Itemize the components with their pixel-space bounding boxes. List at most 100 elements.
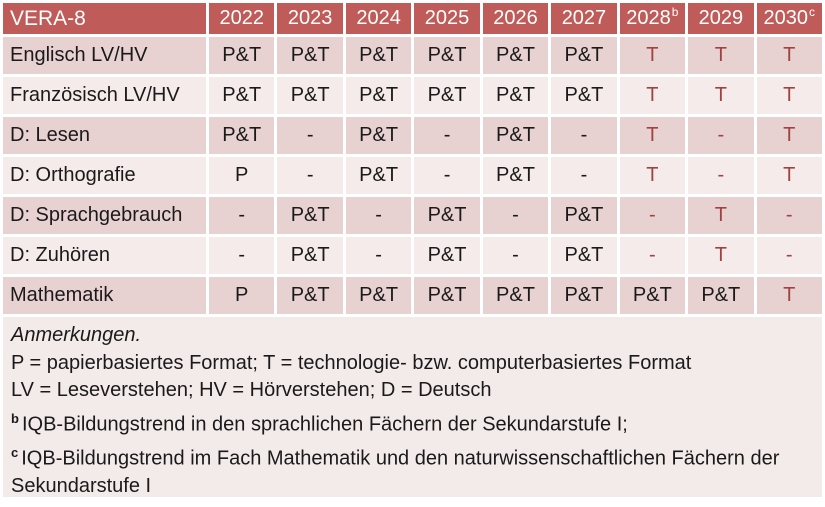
format-cell: - — [414, 157, 480, 194]
row-label: Englisch LV/HV — [3, 37, 206, 74]
format-cell: P&T — [277, 77, 343, 114]
format-cell: P&T — [209, 117, 275, 154]
format-cell: P&T — [551, 197, 617, 234]
format-cell: - — [482, 237, 549, 274]
format-cell: P&T — [345, 157, 412, 194]
year-superscript-b: b — [671, 4, 679, 19]
year-label: 2029 — [698, 7, 744, 29]
note-formats: P = papierbasiertes Format; T = technolo… — [11, 351, 692, 374]
format-cell: P&T — [482, 77, 549, 114]
format-cell: P&T — [209, 37, 275, 74]
year-label: 2027 — [561, 7, 607, 29]
format-cell: T — [756, 277, 822, 314]
format-cell: P&T — [277, 37, 343, 74]
year-label: 2025 — [424, 7, 470, 29]
format-cell: T — [619, 117, 686, 154]
format-cell: T — [688, 197, 754, 234]
format-cell: P&T — [482, 157, 549, 194]
format-cell: T — [688, 37, 754, 74]
format-cell: T — [756, 37, 822, 74]
format-cell: P&T — [345, 277, 412, 314]
format-cell: P&T — [482, 277, 549, 314]
format-cell: T — [619, 77, 686, 114]
format-cell: P&T — [688, 277, 754, 314]
format-cell: P&T — [277, 277, 343, 314]
year-label: 2026 — [493, 7, 538, 29]
year-header-2026: 2026 — [482, 3, 549, 34]
format-cell: - — [551, 117, 617, 154]
format-cell: T — [756, 117, 822, 154]
row-label: D: Orthografie — [3, 157, 206, 194]
format-cell: - — [345, 197, 412, 234]
format-cell: T — [688, 77, 754, 114]
format-cell: - — [619, 197, 686, 234]
year-label: 2028 — [626, 7, 671, 29]
row-label: D: Lesen — [3, 117, 206, 154]
year-label: 2024 — [356, 7, 401, 29]
format-cell: - — [277, 157, 343, 194]
row-label: D: Sprachgebrauch — [3, 197, 206, 234]
note-c-text: IQB-Bildungstrend im Fach Mathematik und… — [11, 447, 780, 497]
format-cell: T — [619, 157, 686, 194]
format-cell: - — [277, 117, 343, 154]
year-header-2025: 2025 — [414, 3, 480, 34]
note-b-text: IQB-Bildungstrend in den sprachlichen Fä… — [21, 413, 628, 436]
note-c-superscript: c — [11, 444, 19, 460]
year-label: 2023 — [287, 7, 333, 29]
format-cell: - — [688, 117, 754, 154]
format-cell: P&T — [482, 117, 549, 154]
format-cell: - — [551, 157, 617, 194]
format-cell: - — [756, 197, 822, 234]
year-label: 2022 — [219, 7, 264, 29]
format-cell: P&T — [345, 77, 412, 114]
format-cell: - — [414, 117, 480, 154]
format-cell: P&T — [414, 237, 480, 274]
row-label: Französisch LV/HV — [3, 77, 206, 114]
format-cell: P&T — [345, 37, 412, 74]
format-cell: - — [688, 157, 754, 194]
notes-heading: Anmerkungen. — [11, 324, 142, 346]
note-abbreviations: LV = Leseverstehen; HV = Hörverstehen; D… — [11, 379, 492, 401]
table-title-cell: VERA-8 — [3, 3, 206, 34]
row-label: Mathematik — [3, 277, 206, 314]
year-superscript-c: c — [809, 4, 816, 19]
format-cell: - — [209, 197, 275, 234]
format-cell: P&T — [414, 37, 480, 74]
format-cell: P&T — [414, 197, 480, 234]
format-cell: P&T — [482, 37, 549, 74]
year-header-2027: 2027 — [551, 3, 617, 34]
note-b-superscript: b — [11, 410, 19, 426]
notes-section: Anmerkungen. P = papierbasiertes Format;… — [3, 317, 822, 497]
format-cell: - — [209, 237, 275, 274]
format-cell: P&T — [414, 277, 480, 314]
format-cell: T — [688, 237, 754, 274]
format-cell: P&T — [619, 277, 686, 314]
format-cell: P&T — [551, 37, 617, 74]
format-cell: - — [756, 237, 822, 274]
format-cell: P&T — [551, 237, 617, 274]
format-cell: T — [619, 37, 686, 74]
format-cell: T — [756, 77, 822, 114]
year-header-2022: 2022 — [209, 3, 275, 34]
year-label: 2030 — [763, 7, 809, 29]
format-cell: P&T — [277, 237, 343, 274]
format-cell: P — [209, 157, 275, 194]
year-header-2024: 2024 — [345, 3, 412, 34]
note-b: b IQB-Bildungstrend in den sprachlichen F… — [11, 405, 812, 439]
format-cell: P&T — [345, 117, 412, 154]
format-cell: P&T — [414, 77, 480, 114]
format-cell: P — [209, 277, 275, 314]
format-cell: P&T — [551, 77, 617, 114]
format-cell: - — [482, 197, 549, 234]
format-cell: P&T — [209, 77, 275, 114]
format-cell: T — [756, 157, 822, 194]
year-header-2030: 2030 c — [756, 3, 822, 34]
year-header-2023: 2023 — [277, 3, 343, 34]
format-cell: P&T — [551, 277, 617, 314]
row-label: D: Zuhören — [3, 237, 206, 274]
format-cell: P&T — [277, 197, 343, 234]
format-cell: - — [345, 237, 412, 274]
year-header-2029: 2029 — [688, 3, 754, 34]
year-header-2028: 2028 b — [619, 3, 686, 34]
